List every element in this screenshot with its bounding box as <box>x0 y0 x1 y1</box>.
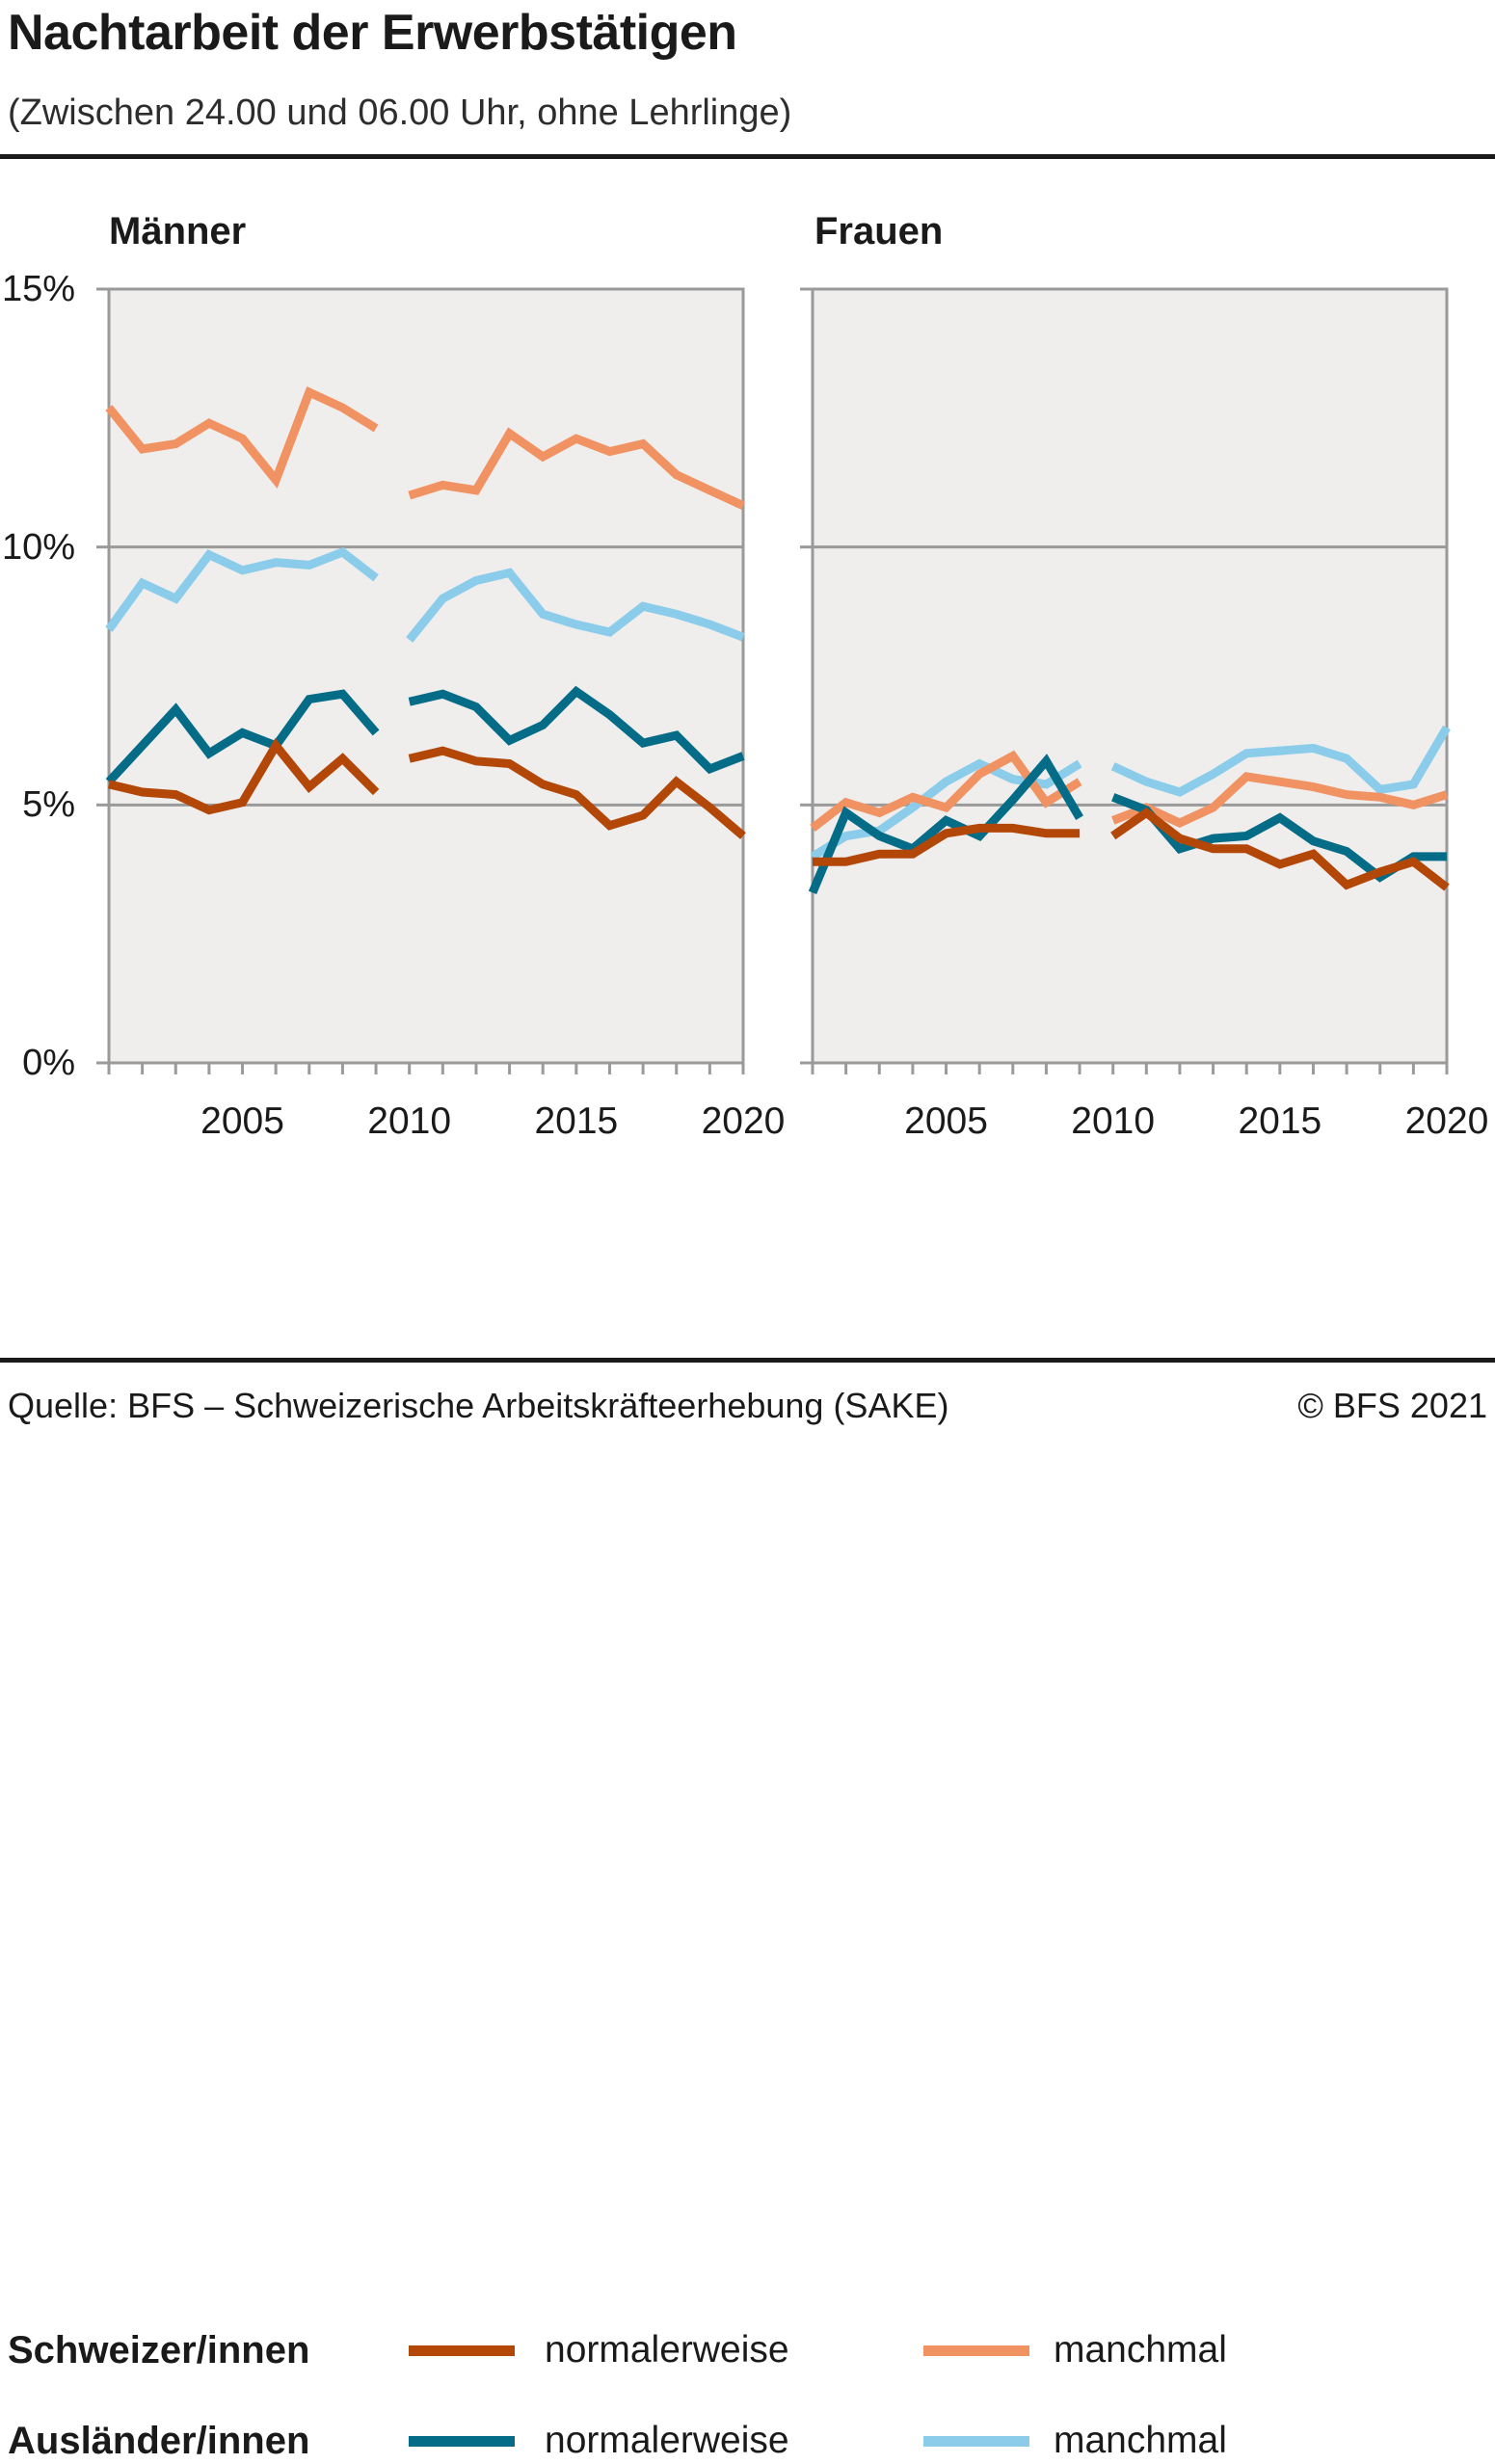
series-line <box>1110 725 1451 797</box>
x-tick-label: 2020 <box>702 1100 786 1142</box>
series-line <box>810 758 1082 861</box>
y-axis-label-0: 0% <box>22 1043 75 1083</box>
legend-swatch-auslaender-normalerweise <box>409 2436 515 2447</box>
plot-background <box>813 289 1447 1063</box>
panel-title-maenner: Männer <box>109 210 247 252</box>
x-tick-label: 2005 <box>200 1100 284 1142</box>
source-text: Quelle: BFS – Schweizerische Arbeitskräf… <box>8 1386 949 1425</box>
legend-label-schweizer-normalerweise: normalerweise <box>545 2329 789 2371</box>
maenner-chart: 2005 2010 2015 2020 <box>96 287 786 1142</box>
x-tick-label: 2015 <box>534 1100 618 1142</box>
plot-background <box>109 289 743 1063</box>
copyright-text: © BFS 2021 <box>1297 1386 1487 1425</box>
y-axis-label-5: 5% <box>22 784 75 826</box>
footer-divider <box>0 1358 1495 1363</box>
legend: Schweizer/innen normalerweise manchmal A… <box>0 1156 1495 2462</box>
series-line <box>808 754 1083 895</box>
plot-border <box>811 287 1449 1065</box>
y-axis-label-10: 10% <box>1 526 75 568</box>
footer: Quelle: BFS – Schweizerische Arbeitskräf… <box>0 1386 1495 1426</box>
series-line <box>1111 772 1449 829</box>
x-tick-label: 2015 <box>1238 1100 1321 1142</box>
x-tick-label: 2005 <box>904 1100 988 1142</box>
legend-label-auslaender-manchmal: manchmal <box>1054 2420 1227 2461</box>
page-subtitle: (Zwischen 24.00 und 06.00 Uhr, ohne Lehr… <box>8 93 792 133</box>
legend-group-schweizer: Schweizer/innen <box>8 2329 310 2371</box>
legend-label-schweizer-manchmal: manchmal <box>1054 2329 1227 2371</box>
x-tick-label: 2010 <box>1071 1100 1155 1142</box>
legend-label-auslaender-normalerweise: normalerweise <box>545 2420 789 2461</box>
legend-swatch-auslaender-manchmal <box>923 2436 1029 2447</box>
series-line <box>408 685 745 775</box>
series-line <box>813 823 1081 866</box>
page-title: Nachtarbeit der Erwerbstätigen <box>8 5 737 61</box>
series-line <box>105 546 379 632</box>
panel-title-frauen: Frauen <box>814 210 944 252</box>
header-divider <box>0 154 1495 159</box>
y-axis-label-15: 15% <box>1 269 75 309</box>
x-tick-label: 2010 <box>367 1100 451 1142</box>
series-line <box>408 427 745 510</box>
plot-border <box>107 287 745 1065</box>
frauen-chart: 2005 2010 2015 2020 <box>800 287 1489 1142</box>
series-line <box>810 750 1082 832</box>
series-line <box>105 385 379 490</box>
legend-swatch-schweizer-normalerweise <box>409 2345 515 2356</box>
series-line <box>408 746 746 839</box>
series-line <box>1110 807 1450 891</box>
legend-swatch-schweizer-manchmal <box>923 2345 1029 2356</box>
series-line <box>1111 793 1447 883</box>
series-line <box>107 737 380 815</box>
legend-group-auslaender: Ausländer/innen <box>8 2420 310 2462</box>
series-line <box>406 568 745 643</box>
series-line <box>105 689 380 785</box>
x-tick-label: 2020 <box>1405 1100 1489 1142</box>
